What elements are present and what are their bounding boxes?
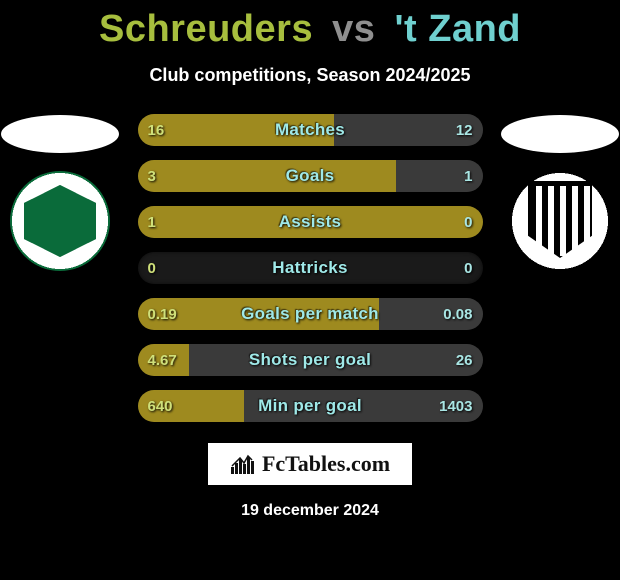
stat-row: 31Goals: [138, 160, 483, 192]
vs-separator: vs: [332, 8, 375, 50]
stat-row: 4.6726Shots per goal: [138, 344, 483, 376]
subtitle: Club competitions, Season 2024/2025: [149, 65, 470, 86]
club-badge-heracles: HERACLES: [510, 171, 610, 271]
stat-row: 1612Matches: [138, 114, 483, 146]
stat-row: 0.190.08Goals per match: [138, 298, 483, 330]
date-label: 19 december 2024: [241, 502, 379, 520]
stats-table: 1612Matches 31Goals 10Assists 00Hattricks 0.…: [138, 114, 483, 422]
branding-text: FcTables.com: [262, 451, 390, 477]
stat-label: Goals per match: [138, 298, 483, 330]
stat-label: Assists: [138, 206, 483, 238]
chart-bars-icon: [230, 453, 256, 475]
player1-name: Schreuders: [99, 8, 313, 50]
club-badge-text: HERACLES: [541, 188, 578, 194]
avatar-left: [0, 115, 120, 271]
stat-row: 10Assists: [138, 206, 483, 238]
branding-badge[interactable]: FcTables.com: [207, 442, 413, 486]
comparison-card: Schreuders vs 't Zand Club competitions,…: [0, 0, 620, 580]
stat-label: Hattricks: [138, 252, 483, 284]
page-title: Schreuders vs 't Zand: [99, 8, 521, 51]
stat-label: Matches: [138, 114, 483, 146]
club-badge-groningen: [10, 171, 110, 271]
stat-label: Min per goal: [138, 390, 483, 422]
stat-label: Goals: [138, 160, 483, 192]
player-silhouette-icon: [1, 115, 119, 153]
player2-name: 't Zand: [394, 8, 521, 50]
player-silhouette-icon: [501, 115, 619, 153]
stat-row: 6401403Min per goal: [138, 390, 483, 422]
stat-row: 00Hattricks: [138, 252, 483, 284]
avatar-right: HERACLES: [500, 115, 620, 271]
stat-label: Shots per goal: [138, 344, 483, 376]
